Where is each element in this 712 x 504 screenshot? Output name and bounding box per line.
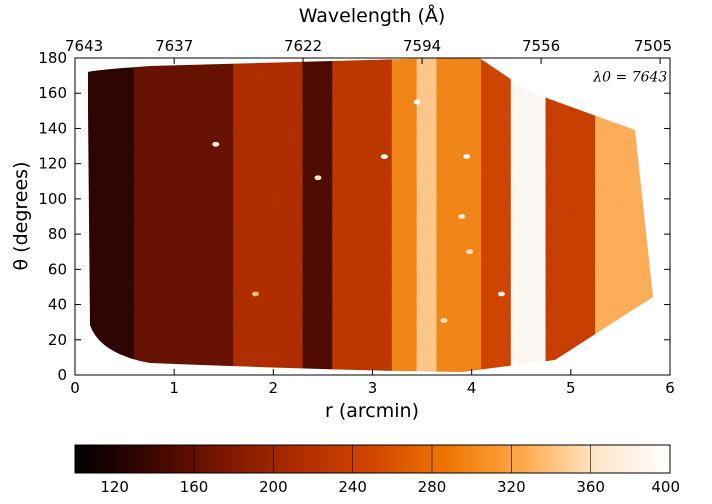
y-tick-label-100: 100 <box>38 190 67 208</box>
colorbar-tick-label-160: 160 <box>180 478 209 496</box>
colorbar-tick-label-280: 280 <box>418 478 447 496</box>
hot-spot-4 <box>463 154 471 160</box>
heatmap-image <box>88 58 653 372</box>
lambda0-annotation: λ0 = 7643 <box>592 70 667 86</box>
colorbar-tick-label-120: 120 <box>100 478 129 496</box>
colorbar-tick-label-400: 400 <box>651 478 680 496</box>
x-tick-label-4: 4 <box>467 379 477 397</box>
top-tick-label-7622: 7622 <box>284 37 322 55</box>
colorbar-tick-label-200: 200 <box>259 478 288 496</box>
top-tick-label-7505: 7505 <box>634 37 672 55</box>
x-tick-label-1: 1 <box>169 379 179 397</box>
y-axis-title: θ (degrees) <box>10 162 32 271</box>
hot-spot-3 <box>314 175 322 181</box>
x-axis-title: r (arcmin) <box>325 400 419 422</box>
hot-spot-10 <box>440 318 448 323</box>
y-tick-label-20: 20 <box>48 331 67 349</box>
y-tick-label-140: 140 <box>38 119 67 137</box>
hot-spot-9 <box>497 291 505 297</box>
top-tick-label-7643: 7643 <box>65 37 103 55</box>
y-tick-label-0: 0 <box>57 366 67 384</box>
x-tick-label-6: 6 <box>665 379 675 397</box>
hot-spot-1 <box>212 141 220 147</box>
colorbar-tick-label-240: 240 <box>338 478 367 496</box>
x-tick-label-0: 0 <box>70 379 80 397</box>
y-tick-label-80: 80 <box>48 225 67 243</box>
hot-spot-7 <box>466 249 474 255</box>
hot-spot-8 <box>251 291 259 297</box>
hot-spot-5 <box>413 99 421 105</box>
x-tick-label-5: 5 <box>566 379 576 397</box>
hot-spot-6 <box>458 214 466 219</box>
y-tick-label-160: 160 <box>38 84 67 102</box>
y-tick-label-180: 180 <box>38 49 67 67</box>
top-tick-label-7556: 7556 <box>522 37 560 55</box>
top-tick-label-7637: 7637 <box>155 37 193 55</box>
x-tick-label-3: 3 <box>368 379 378 397</box>
y-tick-label-120: 120 <box>38 155 67 173</box>
colorbar-tick-label-360: 360 <box>576 478 605 496</box>
colorbar <box>74 444 671 474</box>
top-axis-title: Wavelength (Å) <box>299 4 446 27</box>
colorbar-tick-label-320: 320 <box>497 478 526 496</box>
y-tick-label-40: 40 <box>48 296 67 314</box>
x-tick-label-2: 2 <box>269 379 279 397</box>
hot-spot-2 <box>380 154 388 160</box>
top-tick-label-7594: 7594 <box>403 37 441 55</box>
y-tick-label-60: 60 <box>48 260 67 278</box>
